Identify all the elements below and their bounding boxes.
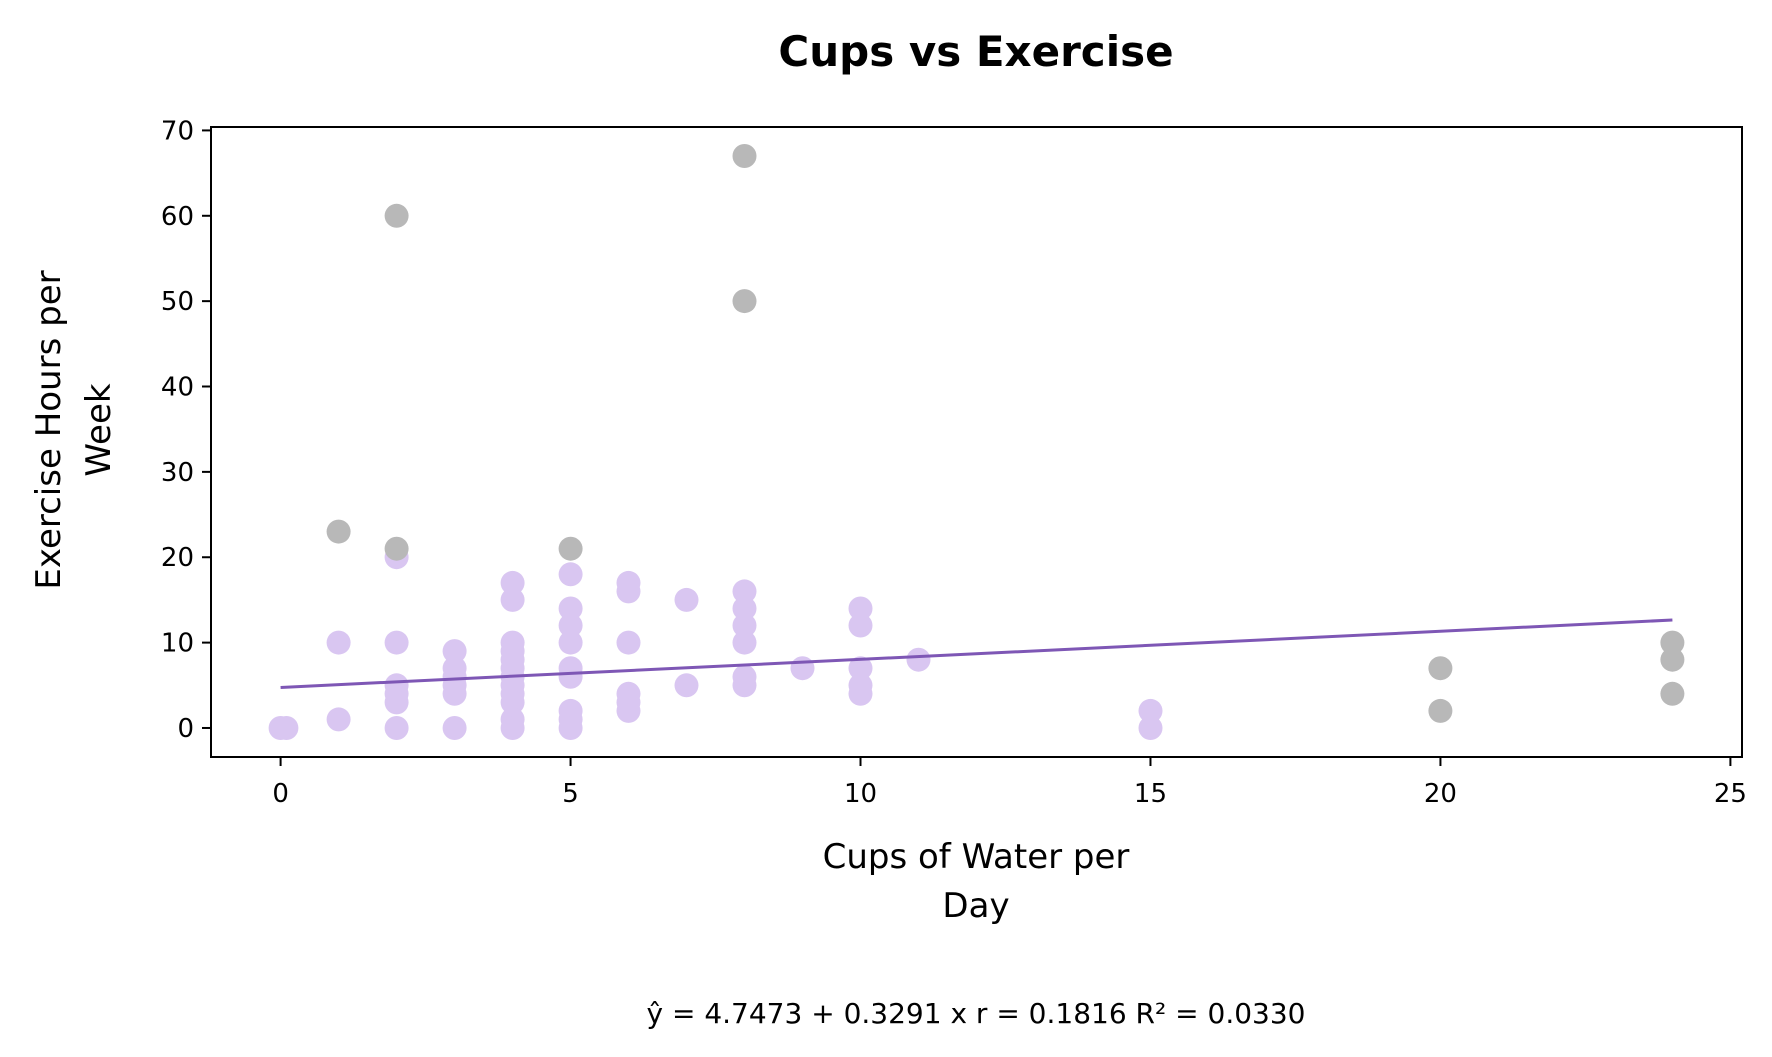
data-point — [616, 579, 641, 604]
data-point — [558, 562, 583, 587]
outlier-point — [384, 203, 409, 228]
data-point — [326, 630, 351, 655]
data-point — [616, 630, 641, 655]
y-tick-label: 10 — [161, 629, 194, 659]
data-point — [274, 716, 299, 740]
y-tick-label: 30 — [161, 458, 194, 488]
data-point — [848, 681, 873, 706]
outlier-point — [1660, 630, 1685, 655]
data-point — [732, 613, 757, 638]
points-layer — [268, 144, 1685, 740]
x-axis-label-line-2: Day — [942, 886, 1009, 926]
data-point — [732, 596, 757, 621]
data-point — [558, 596, 583, 621]
data-point — [558, 613, 583, 638]
data-point — [500, 716, 525, 740]
data-point — [1138, 716, 1163, 740]
x-tick-label: 20 — [1424, 779, 1457, 809]
outlier-point — [1428, 656, 1453, 681]
x-axis: 0 5 10 15 20 25 — [272, 757, 1747, 809]
x-tick-label: 10 — [844, 779, 877, 809]
data-point — [384, 716, 409, 740]
data-point — [732, 673, 757, 698]
y-tick-label: 0 — [177, 714, 194, 744]
data-point — [500, 690, 525, 715]
plot-area — [210, 126, 1743, 758]
outlier-point — [558, 536, 583, 561]
data-point — [674, 587, 699, 612]
x-tick-label: 5 — [562, 779, 579, 809]
y-tick-label: 20 — [161, 543, 194, 573]
outlier-point — [1428, 698, 1453, 723]
data-point — [790, 656, 815, 681]
y-axis: 0 10 20 30 40 50 60 70 — [161, 116, 211, 744]
y-tick-label: 70 — [161, 116, 194, 146]
x-tick-label: 0 — [272, 779, 289, 809]
data-point — [616, 698, 641, 723]
data-point — [500, 570, 525, 595]
data-point — [384, 690, 409, 715]
outlier-point — [732, 144, 757, 168]
data-point — [848, 613, 873, 638]
data-point — [1138, 698, 1163, 723]
regression-line — [280, 618, 1673, 689]
outlier-point — [1660, 647, 1685, 672]
chart-title: Cups vs Exercise — [778, 27, 1173, 76]
data-point — [848, 656, 873, 681]
y-tick-label: 60 — [161, 202, 194, 232]
data-point — [732, 630, 757, 655]
x-tick-label: 15 — [1134, 779, 1167, 809]
data-point — [674, 673, 699, 698]
data-point — [558, 630, 583, 655]
outlier-point — [732, 289, 757, 314]
data-point — [906, 647, 931, 672]
y-tick-label: 40 — [161, 373, 194, 403]
data-point — [326, 707, 351, 732]
regression-stats: ŷ = 4.7473 + 0.3291 x r = 0.1816 R² = 0.… — [647, 997, 1306, 1030]
outlier-point — [326, 519, 351, 544]
outlier-point — [1660, 681, 1685, 706]
axes-frame — [210, 126, 1743, 758]
data-point — [442, 716, 467, 740]
data-point — [384, 630, 409, 655]
outlier-point — [384, 536, 409, 561]
data-point — [558, 664, 583, 689]
y-axis-label-line-2: Week — [79, 383, 119, 476]
x-tick-label: 25 — [1714, 779, 1747, 809]
y-axis-label-line-1: Exercise Hours per — [29, 270, 69, 589]
data-point — [500, 587, 525, 612]
data-point — [848, 596, 873, 621]
data-point — [732, 579, 757, 604]
data-point — [442, 681, 467, 706]
data-point — [558, 716, 583, 740]
y-tick-label: 50 — [161, 287, 194, 317]
data-point — [442, 639, 467, 664]
x-axis-label-line-1: Cups of Water per — [823, 837, 1130, 877]
